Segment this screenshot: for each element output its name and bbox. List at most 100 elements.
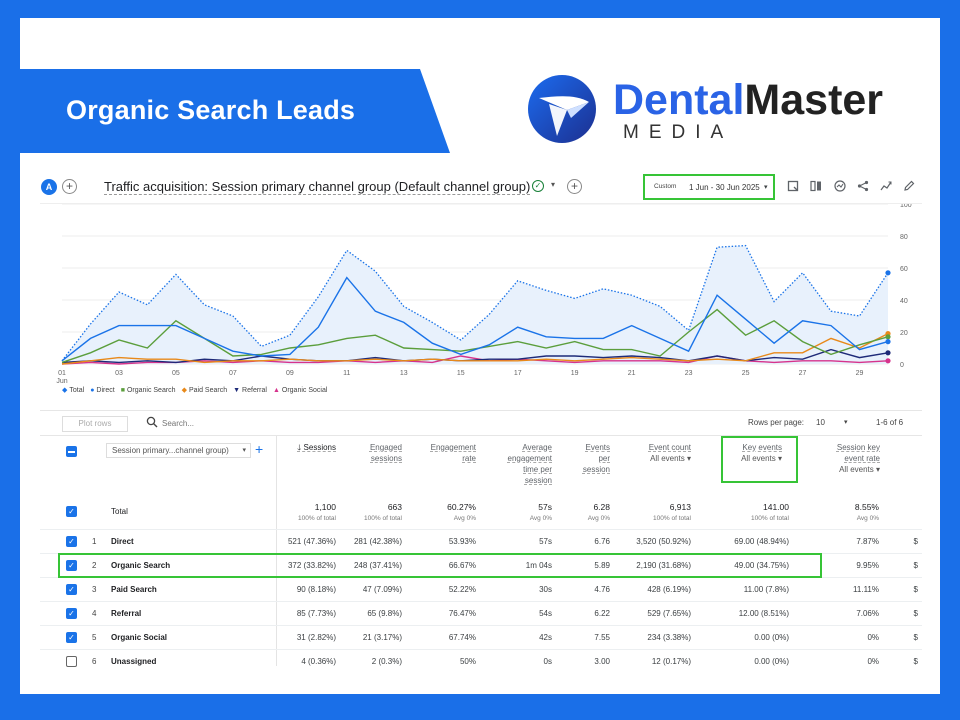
rows-per-page-select[interactable]: 10 — [816, 418, 825, 427]
total-area — [62, 245, 888, 364]
cell-engaged: 21 (3.17%) — [362, 633, 402, 642]
total-sessions-sub: 100% of total — [298, 515, 336, 522]
row-number: 4 — [92, 609, 97, 618]
header-sessions[interactable]: 🡓 Sessions — [297, 443, 336, 452]
table-row[interactable]: ✓ 1 Direct 521 (47.36%) 281 (42.38%) 53.93% 57… — [40, 529, 922, 553]
x-tick-label: 01 — [58, 370, 66, 377]
chevron-down-icon[interactable]: ▾ — [551, 180, 556, 189]
legend-item[interactable]: ▲ Organic Social — [273, 387, 327, 394]
cell-sessions: 31 (2.82%) — [296, 633, 336, 642]
total-key-sub: 100% of total — [751, 515, 789, 522]
header-session-key-event-rate[interactable]: Session key event rate All events ▾ — [836, 443, 880, 474]
analytics-panel: A + Traffic acquisition: Session primary… — [40, 170, 922, 670]
logo-subtitle: MEDIA — [623, 122, 734, 143]
header-events-per-session[interactable]: Events per session — [582, 443, 610, 474]
cell-engaged: 47 (7.09%) — [362, 585, 402, 594]
cell-sessions: 90 (8.18%) — [296, 585, 336, 594]
trend-icon[interactable] — [879, 180, 893, 194]
table-row[interactable]: ✓ 3 Paid Search 90 (8.18%) 47 (7.09%) 52.22% 3… — [40, 577, 922, 601]
add-icon[interactable]: + — [567, 179, 582, 194]
total-checkbox[interactable]: ✓ — [66, 506, 77, 517]
cell-events: 3,520 (50.92%) — [636, 537, 691, 546]
logo-wordmark: DentalMaster — [613, 76, 884, 124]
total-skr: 8.55% — [854, 502, 879, 512]
cell-avg_time: 54s — [539, 609, 552, 618]
plot-rows-button[interactable]: Plot rows — [62, 416, 128, 432]
brand-logo: DentalMaster MEDIA — [527, 74, 927, 146]
cell-sessions: 521 (47.36%) — [287, 537, 336, 546]
x-tick-label: 23 — [685, 370, 693, 377]
cell-events: 529 (7.65%) — [647, 609, 691, 618]
table-row[interactable]: ✓ 5 Organic Social 31 (2.82%) 21 (3.17%) 67.7… — [40, 625, 922, 649]
table-row[interactable]: ✓ 4 Referral 85 (7.73%) 65 (9.8%) 76.47% 54s 6.… — [40, 601, 922, 625]
table-row[interactable]: 6 Unassigned 4 (0.36%) 2 (0.3%) 50% 0s 3.00 12 … — [40, 649, 922, 670]
header-engaged-sessions[interactable]: Engaged sessions — [369, 443, 402, 463]
check-icon[interactable]: ✓ — [532, 180, 544, 192]
legend-item[interactable]: ◆ Paid Search — [182, 387, 228, 394]
header-key-events[interactable]: Key events All events ▾ — [741, 443, 782, 463]
row-label: Organic Social — [111, 633, 168, 642]
x-tick-label: 29 — [856, 370, 864, 377]
pagination-info: 1-6 of 6 — [876, 418, 904, 427]
cell-eps: 4.76 — [594, 585, 610, 594]
cell-eps: 7.55 — [594, 633, 610, 642]
y-tick-label: 20 — [900, 330, 908, 337]
dimension-selector[interactable]: Session primary...channel group) ▾ — [106, 443, 251, 458]
cell-engaged: 65 (9.8%) — [367, 609, 402, 618]
legend-item[interactable]: ■ Organic Search — [121, 387, 176, 394]
share-icon[interactable] — [856, 180, 870, 194]
x-tick-label: 09 — [286, 370, 294, 377]
cell-truncated: $ — [913, 537, 918, 546]
x-tick-label: 19 — [571, 370, 579, 377]
columns-icon[interactable] — [809, 180, 823, 194]
add-dimension-icon[interactable]: + — [255, 441, 264, 457]
edit-icon[interactable] — [902, 180, 916, 194]
key-events-highlight — [721, 436, 798, 483]
select-all-checkbox[interactable] — [66, 446, 77, 457]
report-title: Traffic acquisition: Session primary cha… — [104, 179, 531, 195]
row-number: 2 — [92, 561, 97, 570]
x-tick-label: Jun — [56, 378, 67, 385]
series-end-point — [885, 334, 891, 340]
logo-mark-icon — [528, 75, 596, 143]
cell-avg_time: 30s — [539, 585, 552, 594]
series-line-total — [61, 244, 889, 362]
cell-rate: 50% — [459, 657, 476, 666]
chevron-down-icon[interactable]: ▾ — [844, 419, 848, 426]
cell-key: 0.00 (0%) — [754, 657, 789, 666]
cell-truncated: $ — [913, 657, 918, 666]
header-event-count[interactable]: Event count All events ▾ — [648, 443, 691, 463]
cell-avg_time: 42s — [539, 633, 552, 642]
add-comparison-icon[interactable]: + — [62, 179, 77, 194]
x-tick-label: 15 — [457, 370, 465, 377]
legend-item[interactable]: ◆ Total — [62, 387, 84, 394]
cell-engaged: 2 (0.3%) — [371, 657, 402, 666]
legend-item[interactable]: ● Direct — [90, 387, 115, 394]
row-checkbox[interactable]: ✓ — [66, 536, 77, 547]
cell-events: 428 (6.19%) — [647, 585, 691, 594]
cell-avg_time: 1m 04s — [525, 561, 552, 570]
search-input[interactable] — [162, 416, 362, 430]
series-line-organic-social — [61, 355, 889, 365]
insights-icon[interactable] — [833, 180, 847, 194]
cell-truncated: $ — [913, 561, 918, 570]
cell-avg_time: 57s — [539, 537, 552, 546]
date-range-picker[interactable]: Custom 1 Jun - 30 Jun 2025 ▾ — [643, 174, 775, 200]
row-checkbox[interactable] — [66, 656, 77, 667]
header-avg-engagement-time[interactable]: Average engagement time per session — [507, 443, 552, 485]
cell-skr: 0% — [867, 633, 879, 642]
row-checkbox[interactable]: ✓ — [66, 632, 77, 643]
cell-rate: 52.22% — [448, 585, 476, 594]
avatar[interactable]: A — [41, 179, 57, 195]
y-tick-label: 60 — [900, 266, 908, 273]
row-checkbox[interactable]: ✓ — [66, 560, 77, 571]
compare-icon[interactable] — [786, 180, 800, 194]
banner-title: Organic Search Leads — [66, 95, 356, 125]
row-checkbox[interactable]: ✓ — [66, 608, 77, 619]
row-checkbox[interactable]: ✓ — [66, 584, 77, 595]
legend-item[interactable]: ▼ Referral — [233, 387, 267, 394]
header-engagement-rate[interactable]: Engagement rate — [430, 443, 476, 463]
cell-truncated: $ — [913, 633, 918, 642]
cell-engaged: 281 (42.38%) — [353, 537, 402, 546]
